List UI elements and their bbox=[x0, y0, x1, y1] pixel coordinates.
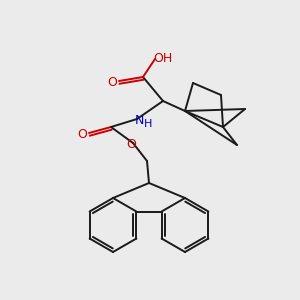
Text: OH: OH bbox=[153, 52, 172, 64]
Text: N: N bbox=[134, 113, 144, 127]
Text: O: O bbox=[77, 128, 87, 140]
Text: O: O bbox=[107, 76, 117, 88]
Text: H: H bbox=[144, 119, 152, 129]
Text: O: O bbox=[126, 137, 136, 151]
